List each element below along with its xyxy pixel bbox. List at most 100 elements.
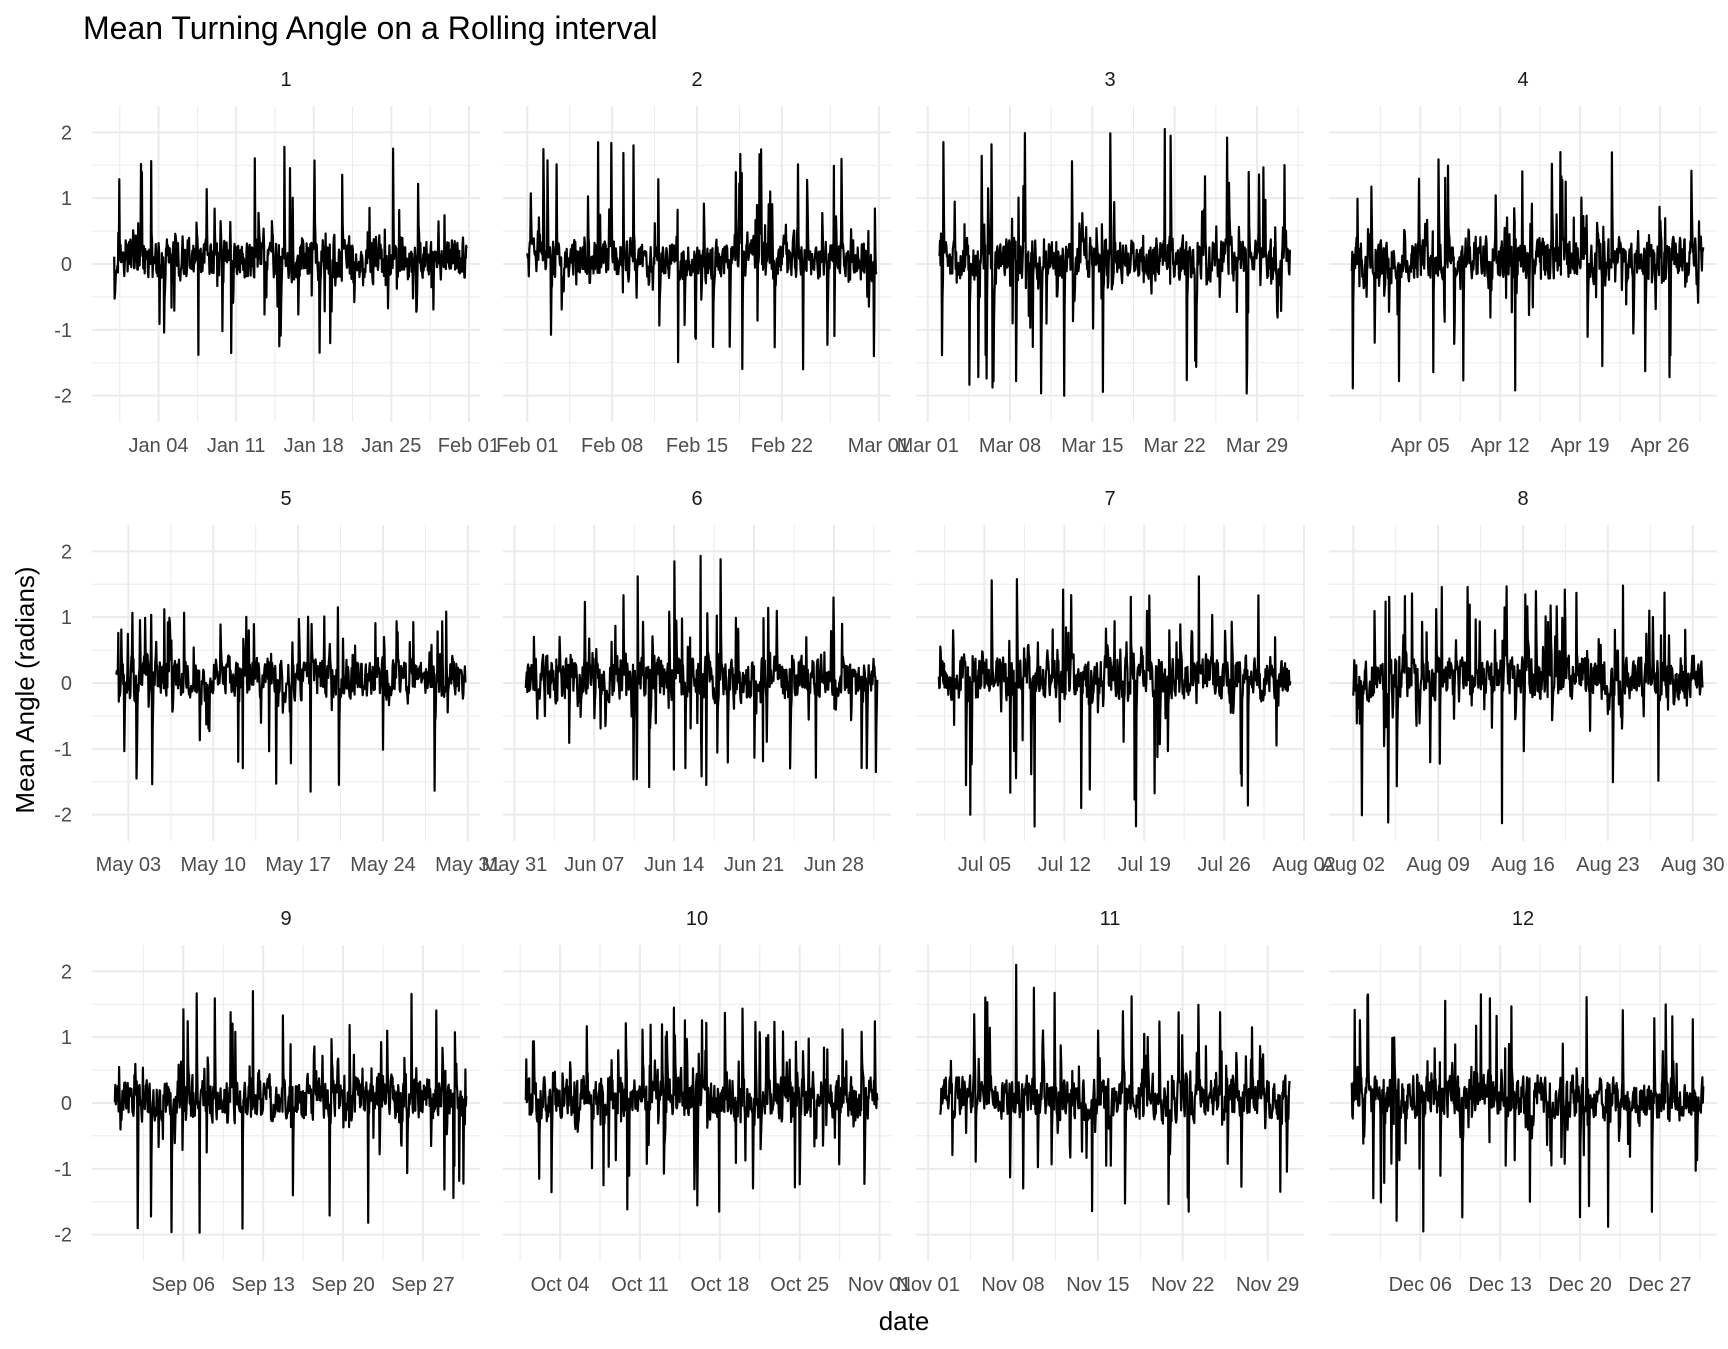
x-tick-label: Jun 07 — [564, 854, 624, 876]
x-tick-label: Oct 25 — [770, 1274, 829, 1296]
series-line-1 — [113, 145, 468, 356]
y-tick-label: 1 — [61, 607, 72, 629]
x-tick-label: Jan 25 — [361, 435, 421, 457]
facet-panel-2: 2 Feb 01 Feb 08 Feb 15 Feb 22 Mar 01 — [496, 69, 910, 457]
x-tick-label: Dec 27 — [1628, 1274, 1691, 1296]
x-tick-label: Jul 12 — [1038, 854, 1091, 876]
series-line-2 — [526, 141, 878, 371]
facet-strip-label: 1 — [280, 69, 291, 91]
facet-panel-7: 7 Jul 05 Jul 12 Jul 19 Jul 26 Aug 02 — [916, 488, 1336, 876]
series-line-12 — [1350, 993, 1705, 1233]
y-tick-label: 1 — [61, 1027, 72, 1049]
series-line-9 — [113, 990, 468, 1234]
x-tick-label: Mar 08 — [979, 435, 1041, 457]
x-tick-label: Jan 11 — [207, 435, 266, 457]
x-tick-label: May 17 — [265, 854, 331, 876]
x-tick-label: May 31 — [435, 854, 501, 876]
facet-strip-label: 11 — [1100, 908, 1121, 930]
facet-strip-label: 5 — [280, 488, 291, 510]
x-tick-label: May 03 — [96, 854, 162, 876]
series-line-10 — [524, 1006, 879, 1213]
x-tick-label: Nov 08 — [981, 1274, 1044, 1296]
y-axis-title: Mean Angle (radians) — [10, 566, 40, 813]
x-tick-label: Jul 05 — [958, 854, 1011, 876]
y-tick-label: -1 — [54, 1159, 72, 1181]
x-tick-label: Mar 29 — [1226, 435, 1288, 457]
x-tick-label: Jun 14 — [644, 854, 704, 876]
facet-panel-12: 12 Dec 06 Dec 13 Dec 20 Dec 27 — [1329, 908, 1717, 1296]
x-tick-label: Jan 18 — [284, 435, 344, 457]
facet-strip-label: 8 — [1517, 488, 1528, 510]
x-tick-label: Nov 01 — [848, 1274, 911, 1296]
series-line-3 — [938, 127, 1291, 397]
y-tick-label: -2 — [54, 805, 72, 827]
x-tick-label: Sep 20 — [311, 1274, 374, 1296]
x-tick-label: Sep 27 — [391, 1274, 454, 1296]
x-tick-label: Oct 04 — [531, 1274, 590, 1296]
facet-panel-8: 8 Aug 02 Aug 09 Aug 16 Aug 23 Aug 30 — [1322, 488, 1725, 876]
x-tick-label: May 24 — [350, 854, 416, 876]
facet-strip-label: 7 — [1104, 488, 1115, 510]
x-tick-label: Aug 23 — [1576, 854, 1639, 876]
facet-strip-label: 3 — [1104, 69, 1115, 91]
facet-panel-4: 4 Apr 05 Apr 12 Apr 19 Apr 26 — [1329, 69, 1717, 457]
y-tick-label: 0 — [61, 254, 72, 276]
x-axis-title: date — [879, 1306, 930, 1336]
x-tick-label: Jul 19 — [1118, 854, 1171, 876]
x-tick-label: Dec 13 — [1468, 1274, 1531, 1296]
x-tick-label: Nov 22 — [1151, 1274, 1214, 1296]
y-tick-label: 0 — [61, 673, 72, 695]
x-tick-label: Feb 01 — [438, 435, 500, 457]
facet-panel-9: 9 Sep 06 Sep 13 Sep 20 Sep 27 -2 -1 0 1 2 — [54, 908, 480, 1296]
series-line-5 — [115, 606, 467, 793]
x-tick-label: Apr 26 — [1630, 435, 1689, 457]
x-tick-label: Nov 01 — [896, 1274, 959, 1296]
x-tick-label: Jun 28 — [804, 854, 864, 876]
facet-strip-label: 10 — [686, 908, 708, 930]
x-tick-label: Feb 01 — [496, 435, 558, 457]
x-tick-label: Mar 22 — [1144, 435, 1206, 457]
x-tick-label: Jan 04 — [128, 435, 188, 457]
x-tick-label: Aug 02 — [1272, 854, 1335, 876]
y-tick-label: -2 — [54, 1225, 72, 1247]
x-tick-label: Aug 16 — [1491, 854, 1554, 876]
x-tick-label: Sep 13 — [231, 1274, 294, 1296]
series-line-4 — [1350, 151, 1705, 392]
x-tick-label: Nov 15 — [1066, 1274, 1129, 1296]
x-tick-label: Jun 21 — [724, 854, 784, 876]
facet-panel-6: 6 May 31 Jun 07 Jun 14 Jun 21 Jun 28 — [482, 488, 891, 876]
x-tick-label: Mar 15 — [1061, 435, 1123, 457]
x-tick-label: Aug 09 — [1406, 854, 1469, 876]
facet-strip-label: 4 — [1517, 69, 1528, 91]
x-tick-label: Nov 29 — [1236, 1274, 1299, 1296]
x-tick-label: May 10 — [180, 854, 246, 876]
x-tick-label: Jul 26 — [1197, 854, 1250, 876]
x-tick-label: Mar 01 — [848, 435, 910, 457]
y-tick-label: -2 — [54, 386, 72, 408]
x-tick-label: Mar 01 — [897, 435, 959, 457]
x-tick-label: Feb 22 — [751, 435, 813, 457]
series-line-11 — [939, 963, 1291, 1213]
x-tick-label: Sep 06 — [152, 1274, 215, 1296]
facet-panel-3: 3 Mar 01 Mar 08 Mar 15 Mar 22 Mar 29 — [897, 69, 1304, 457]
y-tick-label: 2 — [61, 541, 72, 563]
series-line-7 — [937, 575, 1292, 828]
y-tick-label: -1 — [54, 739, 72, 761]
x-tick-label: Feb 08 — [581, 435, 643, 457]
facet-panel-10: 10 Oct 04 Oct 11 Oct 18 Oct 25 Nov 01 — [503, 908, 911, 1296]
y-tick-label: -1 — [54, 320, 72, 342]
chart-title: Mean Turning Angle on a Rolling interval — [83, 10, 658, 46]
x-tick-label: Dec 06 — [1389, 1274, 1452, 1296]
x-tick-label: Apr 19 — [1551, 435, 1610, 457]
x-tick-label: Apr 05 — [1391, 435, 1450, 457]
y-tick-label: 0 — [61, 1093, 72, 1115]
series-line-6 — [524, 554, 879, 789]
facet-panel-11: 11 Nov 01 Nov 08 Nov 15 Nov 22 Nov 29 — [896, 908, 1304, 1296]
y-tick-label: 1 — [61, 188, 72, 210]
x-tick-label: Dec 20 — [1548, 1274, 1611, 1296]
x-tick-label: Aug 02 — [1322, 854, 1385, 876]
x-tick-label: May 31 — [482, 854, 548, 876]
